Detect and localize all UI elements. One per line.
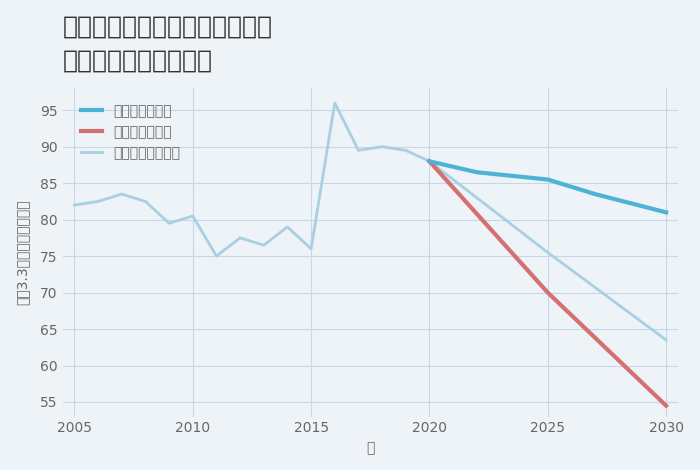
Text: 兵庫県たつの市揖保川町馬場の
中古戸建ての価格推移: 兵庫県たつの市揖保川町馬場の 中古戸建ての価格推移	[62, 15, 272, 72]
ノーマルシナリオ	[284, 224, 292, 230]
Line: バッドシナリオ: バッドシナリオ	[429, 161, 666, 406]
ノーマルシナリオ	[354, 148, 363, 153]
バッドシナリオ	[544, 290, 552, 296]
ノーマルシナリオ	[330, 100, 339, 106]
ノーマルシナリオ	[141, 199, 150, 204]
バッドシナリオ	[662, 403, 671, 408]
ノーマルシナリオ	[307, 246, 315, 251]
ノーマルシナリオ	[260, 243, 268, 248]
ノーマルシナリオ	[236, 235, 244, 241]
グッドシナリオ	[425, 158, 433, 164]
ノーマルシナリオ	[94, 199, 102, 204]
バッドシナリオ	[425, 158, 433, 164]
Line: ノーマルシナリオ: ノーマルシナリオ	[74, 103, 429, 256]
Legend: グッドシナリオ, バッドシナリオ, ノーマルシナリオ: グッドシナリオ, バッドシナリオ, ノーマルシナリオ	[76, 99, 186, 165]
ノーマルシナリオ	[70, 202, 78, 208]
ノーマルシナリオ	[212, 253, 220, 259]
ノーマルシナリオ	[165, 220, 174, 226]
ノーマルシナリオ	[425, 158, 433, 164]
ノーマルシナリオ	[188, 213, 197, 219]
Y-axis label: 坪（3.3㎡）単価（万円）: 坪（3.3㎡）単価（万円）	[15, 200, 29, 306]
ノーマルシナリオ	[402, 148, 410, 153]
ノーマルシナリオ	[378, 144, 386, 149]
Line: グッドシナリオ: グッドシナリオ	[429, 161, 666, 212]
X-axis label: 年: 年	[366, 441, 375, 455]
グッドシナリオ	[473, 169, 481, 175]
グッドシナリオ	[544, 177, 552, 182]
ノーマルシナリオ	[118, 191, 126, 197]
グッドシナリオ	[591, 191, 599, 197]
グッドシナリオ	[662, 210, 671, 215]
